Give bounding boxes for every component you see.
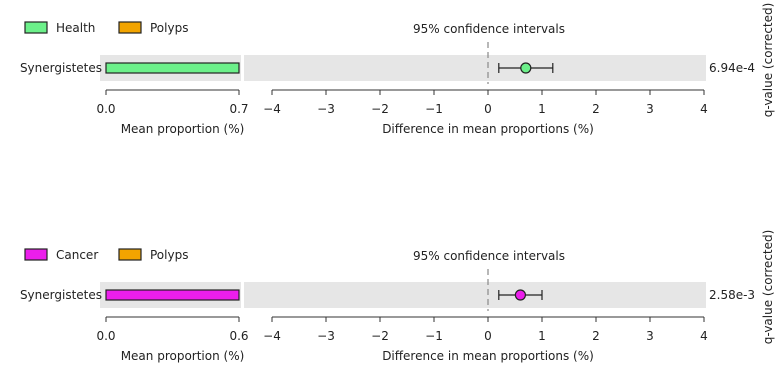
legend-swatch-polyps [118,248,142,261]
diff-axis-tick-label: −4 [263,102,281,116]
diff-axis-tick-label: 3 [646,102,654,116]
legend-label-cancer: Cancer [56,248,98,262]
diff-axis-tick-label: −3 [317,329,335,343]
q-value-axis-label: q-value (corrected) [761,3,775,118]
q-value: 2.58e-3 [709,288,755,302]
ci-mean-point [520,62,532,74]
diff-axis-tick-label: −1 [425,329,443,343]
diff-axis-tick-label: 4 [700,102,708,116]
bar-axis-label: Mean proportion (%) [121,349,245,363]
diff-axis-tick-label: −3 [317,102,335,116]
feature-label: Synergistetes [20,288,102,302]
legend-swatch-polyps [118,21,142,34]
diff-axis-label: Difference in mean proportions (%) [382,122,594,136]
legend-label-polyps: Polyps [150,21,188,35]
diff-axis-tick-label: −2 [371,102,389,116]
diff-axis-tick-label: 0 [484,329,492,343]
diff-axis-tick-label: −2 [371,329,389,343]
mean-proportion-bar [105,62,240,74]
legend-swatch-cancer [24,248,48,261]
bar-axis-tick-label: 0.0 [96,102,115,116]
bar-axis-tick-label: 0.7 [229,102,248,116]
diff-axis-tick-label: 4 [700,329,708,343]
diff-axis-tick-label: −4 [263,329,281,343]
diff-axis-tick-label: 0 [484,102,492,116]
bar-axis-tick-label: 0.0 [96,329,115,343]
diff-axis-tick-label: −1 [425,102,443,116]
feature-label: Synergistetes [20,61,102,75]
ci-panel-background [244,282,706,308]
diff-axis-tick-label: 2 [592,102,600,116]
legend-label-polyps: Polyps [150,248,188,262]
ci-mean-point [514,289,527,301]
q-value-axis-label: q-value (corrected) [761,230,775,345]
diff-axis-label: Difference in mean proportions (%) [382,349,594,363]
bar-axis-tick-label: 0.6 [229,329,248,343]
ci-title: 95% confidence intervals [413,249,565,263]
diff-axis-tick-label: 1 [538,329,546,343]
mean-proportion-bar [105,289,240,301]
legend-label-health: Health [56,21,95,35]
diff-axis-tick-label: 1 [538,102,546,116]
ci-title: 95% confidence intervals [413,22,565,36]
bar-axis-label: Mean proportion (%) [121,122,245,136]
ci-panel-background [244,55,706,81]
diff-axis-tick-label: 3 [646,329,654,343]
q-value: 6.94e-4 [709,61,755,75]
diff-axis-tick-label: 2 [592,329,600,343]
legend-swatch-health [24,21,48,34]
